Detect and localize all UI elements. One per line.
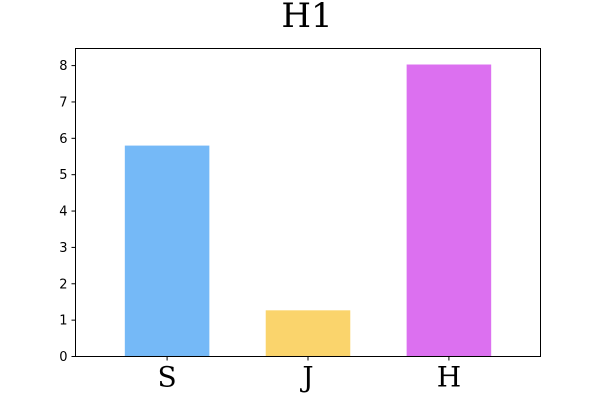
chart-title: H1 (281, 0, 332, 36)
y-tick-label: 4 (59, 205, 67, 220)
y-tick-label: 2 (59, 277, 67, 292)
x-tick-label: J (299, 361, 313, 394)
bar-h (406, 64, 492, 357)
y-tick-label: 6 (59, 132, 67, 147)
y-tick-label: 0 (59, 350, 67, 365)
bar-s (124, 145, 210, 357)
plot-frame (75, 48, 541, 357)
x-tick-label: S (157, 361, 176, 394)
y-tick-label: 1 (59, 314, 67, 329)
y-tick-label: 3 (59, 241, 67, 256)
bar-j (265, 310, 351, 357)
y-axis: 0 1 2 3 4 5 6 7 8 (59, 59, 76, 365)
y-tick-label: 5 (59, 168, 67, 183)
x-tick-label: H (437, 361, 461, 394)
y-tick-label: 8 (59, 59, 67, 74)
bars-group (124, 64, 492, 357)
y-tick-label: 7 (59, 95, 67, 110)
